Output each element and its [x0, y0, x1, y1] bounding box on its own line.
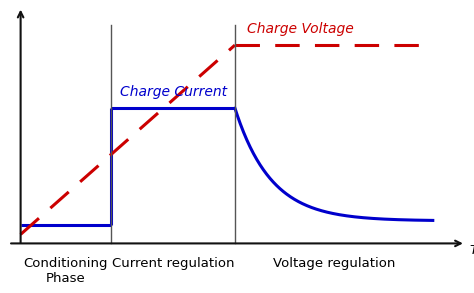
Text: Charge Voltage: Charge Voltage [247, 22, 354, 36]
Text: Charge Current: Charge Current [119, 85, 227, 99]
Text: Conditioning
Phase: Conditioning Phase [24, 257, 108, 285]
Text: Current regulation: Current regulation [112, 257, 234, 270]
Text: Time: Time [470, 244, 474, 257]
Text: Voltage regulation: Voltage regulation [273, 257, 395, 270]
